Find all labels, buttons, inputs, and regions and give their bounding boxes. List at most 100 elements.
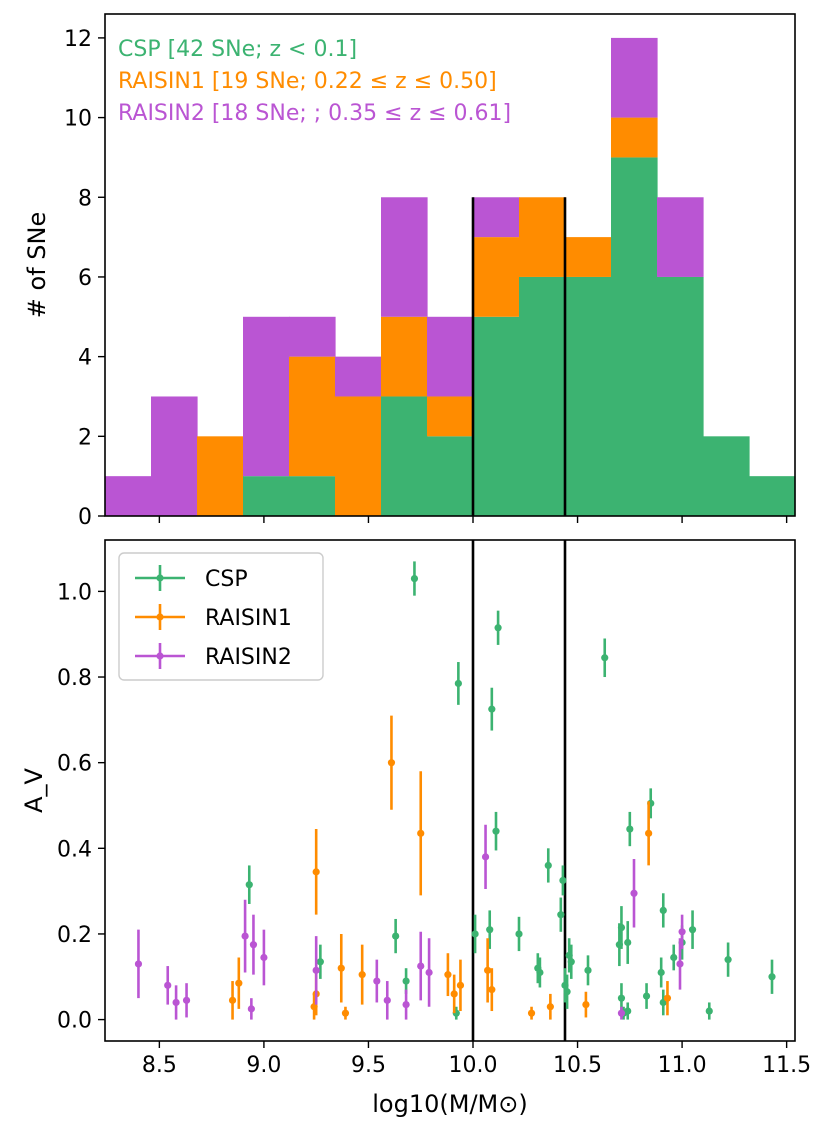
hist-bar-csp-8 bbox=[473, 316, 520, 516]
scatter-ytick-label: 0.6 bbox=[57, 752, 92, 777]
point-raisin2-5 bbox=[182, 996, 191, 1004]
point-raisin2-2 bbox=[134, 960, 143, 968]
legend-label-raisin2: RAISIN2 bbox=[205, 645, 292, 670]
point-csp-22 bbox=[392, 932, 400, 940]
hist-bar-raisin1-4 bbox=[289, 356, 336, 477]
point-csp-8 bbox=[245, 881, 253, 889]
hist-ytick-label: 10 bbox=[64, 107, 92, 132]
point-raisin1-4 bbox=[235, 979, 243, 987]
point-csp-3 bbox=[488, 705, 496, 713]
point-raisin1-0 bbox=[387, 759, 396, 767]
hist-bar-raisin2-1 bbox=[151, 396, 198, 516]
scatter-ytick-label: 0.2 bbox=[57, 923, 92, 948]
scatter-frame bbox=[104, 539, 796, 1042]
hist-ytick-label: 8 bbox=[78, 186, 92, 211]
point-raisin2-18 bbox=[617, 1009, 626, 1017]
point-csp-10 bbox=[559, 876, 567, 885]
point-raisin2-16 bbox=[676, 960, 684, 968]
scatter-xtick-label: 8.5 bbox=[142, 1053, 177, 1078]
hist-bar-csp-6 bbox=[381, 396, 428, 516]
point-csp-35 bbox=[657, 968, 665, 977]
hist-bar-raisin2-4 bbox=[289, 316, 336, 357]
point-raisin2-7 bbox=[249, 941, 258, 949]
point-raisin2-6 bbox=[241, 932, 249, 940]
hist-bar-raisin2-3 bbox=[243, 316, 290, 477]
histogram-bars bbox=[105, 37, 796, 516]
series-csp bbox=[245, 561, 776, 1020]
hist-bar-raisin2-12 bbox=[657, 197, 704, 277]
point-csp-14 bbox=[515, 930, 523, 938]
hist-bar-csp-14 bbox=[749, 476, 796, 516]
hist-bar-csp-11 bbox=[611, 157, 658, 516]
scatter-xtick-label: 9.0 bbox=[246, 1053, 281, 1078]
scatter-ytick-label: 1.0 bbox=[57, 580, 92, 605]
point-raisin1-11 bbox=[444, 971, 452, 979]
point-csp-5 bbox=[492, 827, 500, 835]
hist-bar-csp-7 bbox=[427, 436, 474, 516]
point-csp-0 bbox=[410, 574, 419, 583]
point-raisin2-4 bbox=[172, 998, 180, 1007]
point-csp-26 bbox=[536, 968, 544, 977]
point-csp-12 bbox=[471, 930, 479, 938]
point-csp-4 bbox=[601, 654, 609, 662]
point-csp-21 bbox=[617, 923, 626, 932]
scatter-ylabel: A_V bbox=[20, 768, 48, 813]
point-raisin1-3 bbox=[645, 829, 653, 837]
hist-ytick-label: 4 bbox=[78, 346, 92, 371]
point-raisin1-5 bbox=[228, 996, 237, 1004]
hist-ytick-label: 0 bbox=[78, 505, 92, 530]
point-csp-37 bbox=[705, 1007, 713, 1015]
point-raisin1-2 bbox=[312, 868, 320, 876]
hist-bar-raisin2-0 bbox=[105, 476, 152, 516]
point-raisin1-18 bbox=[582, 1001, 590, 1009]
hist-bar-raisin1-11 bbox=[611, 117, 658, 158]
hist-bar-csp-10 bbox=[565, 276, 612, 516]
histogram-panel: 0 2 4 6 8 10 12 # of SNe CSP [42 SNe; z < 0.1] RA… bbox=[23, 13, 796, 530]
hist-bar-raisin2-11 bbox=[611, 37, 658, 118]
hist-bar-csp-3 bbox=[243, 476, 290, 516]
legend-marker-raisin2 bbox=[156, 652, 164, 660]
scatter-xtick-label: 11.0 bbox=[658, 1053, 707, 1078]
point-raisin1-17 bbox=[546, 1003, 554, 1011]
scatter-xtick-label: 10.5 bbox=[553, 1053, 602, 1078]
point-raisin1-13 bbox=[456, 981, 465, 989]
scatter-ytick-label: 0.4 bbox=[57, 837, 92, 862]
hist-frame bbox=[104, 13, 796, 517]
point-raisin2-8 bbox=[260, 953, 268, 962]
hist-ytick-label: 12 bbox=[64, 27, 92, 52]
point-csp-29 bbox=[584, 966, 592, 974]
point-csp-7 bbox=[626, 825, 634, 833]
hist-legend-raisin2: RAISIN2 [18 SNe; ; 0.35 ≤ z ≤ 0.61] bbox=[118, 101, 511, 126]
hist-ylabel: # of SNe bbox=[23, 212, 51, 318]
point-csp-13 bbox=[486, 926, 494, 934]
scatter-panel: 0.0 0.2 0.4 0.6 0.8 1.0 8.5 9.0 9.5 10.0 10.5 11.0 1… bbox=[20, 539, 811, 1118]
point-csp-34 bbox=[642, 992, 651, 1000]
legend-label-raisin1: RAISIN1 bbox=[205, 606, 292, 631]
point-raisin2-13 bbox=[402, 1001, 410, 1009]
point-raisin1-14 bbox=[484, 966, 492, 974]
hist-bar-raisin1-6 bbox=[381, 316, 428, 397]
point-csp-17 bbox=[688, 926, 697, 934]
point-raisin1-9 bbox=[358, 971, 366, 979]
point-raisin2-10 bbox=[312, 966, 320, 974]
hist-bar-csp-12 bbox=[657, 276, 704, 516]
hist-bar-raisin2-8 bbox=[473, 197, 520, 238]
point-csp-2 bbox=[494, 624, 502, 632]
point-csp-24 bbox=[402, 977, 410, 985]
legend-marker-raisin1 bbox=[156, 613, 164, 621]
series-raisin1 bbox=[228, 715, 672, 1020]
scatter-legend: CSP RAISIN1 RAISIN2 bbox=[118, 552, 324, 681]
point-raisin1-8 bbox=[310, 1003, 318, 1011]
hist-bar-raisin2-5 bbox=[335, 356, 382, 397]
point-csp-23 bbox=[316, 958, 324, 966]
point-raisin2-0 bbox=[481, 853, 490, 861]
hist-legend-raisin1: RAISIN1 [19 SNe; 0.22 ≤ z ≤ 0.50] bbox=[118, 69, 497, 94]
point-raisin2-17 bbox=[678, 928, 686, 936]
point-csp-32 bbox=[617, 994, 626, 1002]
point-raisin2-14 bbox=[417, 962, 425, 970]
point-raisin1-10 bbox=[341, 1009, 350, 1017]
point-raisin2-3 bbox=[164, 981, 172, 989]
hist-bar-raisin1-9 bbox=[519, 197, 566, 277]
hist-bar-csp-4 bbox=[289, 476, 336, 516]
